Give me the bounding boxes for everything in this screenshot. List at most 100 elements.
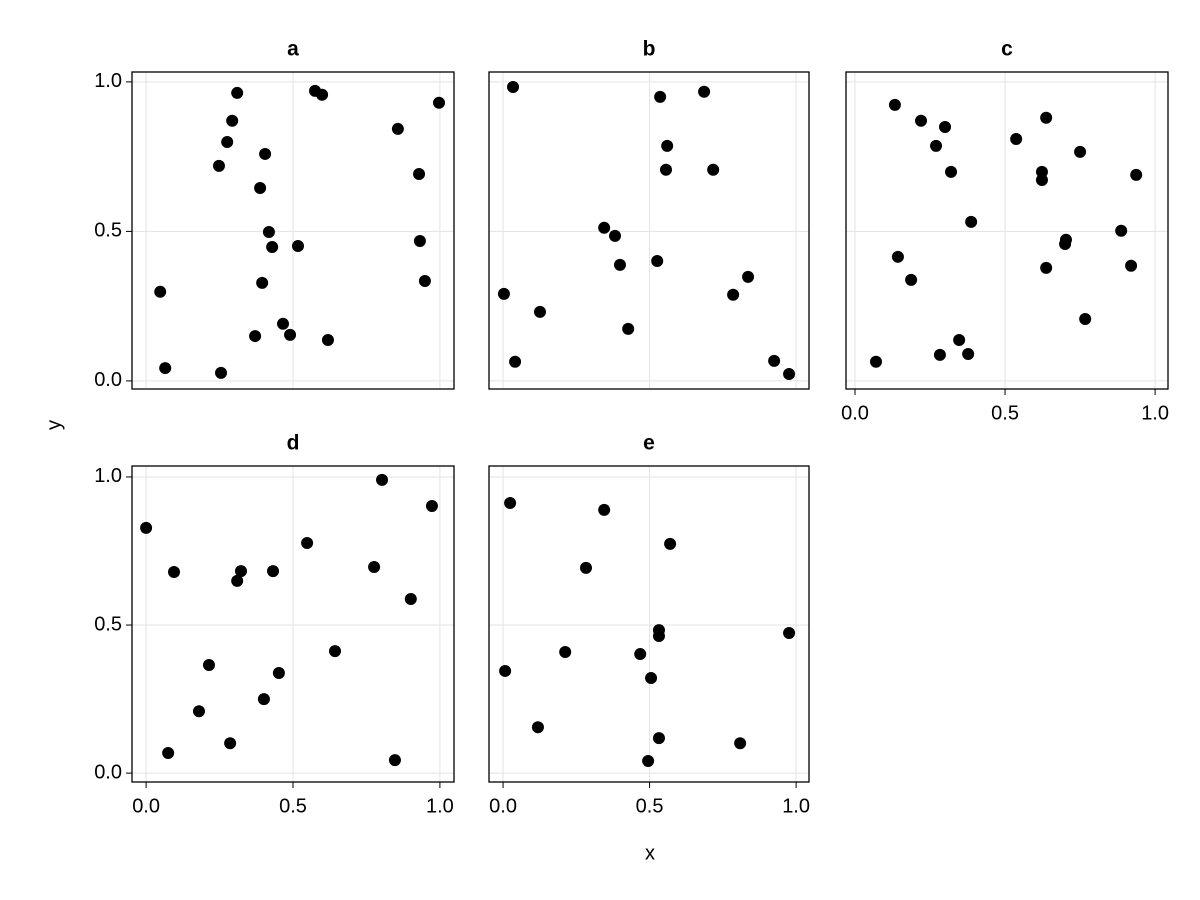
point: [1074, 145, 1087, 158]
point: [433, 96, 446, 109]
x-tick-label: 0.0: [489, 795, 517, 817]
point: [329, 645, 342, 658]
point: [154, 285, 167, 298]
point: [509, 355, 522, 368]
point: [418, 275, 431, 288]
point: [1059, 237, 1072, 250]
axis-frame: [845, 71, 1169, 390]
point: [425, 499, 438, 512]
point: [257, 693, 270, 706]
point: [613, 258, 626, 271]
point: [231, 86, 244, 99]
point: [742, 270, 755, 283]
axis-frame: [488, 465, 810, 783]
axis-frame: [488, 71, 810, 390]
point: [301, 537, 314, 550]
point: [234, 565, 247, 578]
x-axis-label: x: [645, 842, 655, 864]
point: [504, 497, 517, 510]
point: [661, 139, 674, 152]
panel: 0.0 0.5 1.0 a: [94, 38, 455, 391]
point: [266, 240, 279, 253]
point: [1079, 313, 1092, 326]
axis-frame: [131, 71, 455, 390]
point: [212, 159, 225, 172]
point: [651, 255, 664, 268]
panel: 0.0 0.5 1.0 c: [841, 38, 1169, 425]
point: [642, 754, 655, 767]
point: [231, 574, 244, 587]
point: [226, 114, 239, 127]
point: [162, 746, 175, 759]
point: [413, 234, 426, 247]
point: [254, 182, 267, 195]
point: [1040, 111, 1053, 124]
point: [734, 737, 747, 750]
x-tick-label: 1.0: [1141, 402, 1169, 424]
point: [291, 240, 304, 253]
y-tick-label: 0.0: [94, 369, 122, 391]
point: [939, 121, 952, 134]
y-tick-label: 0.5: [94, 220, 122, 242]
point: [159, 362, 172, 375]
panel-title: e: [643, 432, 655, 455]
y-tick-label: 1.0: [94, 465, 122, 487]
y-axis-label: y: [43, 420, 65, 430]
point: [368, 560, 381, 573]
point: [559, 645, 572, 658]
point: [1130, 168, 1143, 181]
point: [215, 366, 228, 379]
point: [888, 98, 901, 111]
point: [598, 503, 611, 516]
point: [1040, 261, 1053, 274]
point: [652, 732, 665, 745]
point: [404, 592, 417, 605]
x-tick-label: 0.5: [279, 795, 307, 817]
point: [915, 114, 928, 127]
point: [321, 333, 334, 346]
point: [870, 355, 883, 368]
point: [256, 276, 269, 289]
point: [267, 565, 280, 578]
point: [388, 754, 401, 767]
point: [507, 80, 520, 93]
point: [262, 225, 275, 238]
point: [965, 215, 978, 228]
point: [891, 250, 904, 263]
point: [272, 667, 285, 680]
point: [645, 672, 658, 685]
point: [376, 473, 389, 486]
point: [413, 167, 426, 180]
point: [654, 90, 667, 103]
panel-title: b: [643, 38, 656, 61]
point: [316, 88, 329, 101]
point: [930, 139, 943, 152]
point: [622, 322, 635, 335]
panel: 0.0 0.5 1.0 0.0 0.5 1.0 d: [94, 432, 455, 817]
point: [224, 737, 237, 750]
point: [727, 288, 740, 301]
axis-frame: [131, 465, 455, 783]
point: [140, 521, 153, 534]
point: [499, 664, 512, 677]
point: [1115, 224, 1128, 237]
point: [634, 648, 647, 661]
x-tick-label: 0.0: [841, 402, 869, 424]
panel-title: c: [1001, 38, 1013, 61]
point: [1010, 132, 1023, 145]
point: [192, 705, 205, 718]
point: [652, 624, 665, 637]
point: [905, 273, 918, 286]
x-tick-label: 0.5: [991, 402, 1019, 424]
point: [202, 659, 215, 672]
point: [259, 147, 272, 160]
point: [962, 348, 975, 361]
point: [953, 333, 966, 346]
y-tick-label: 1.0: [94, 70, 122, 92]
point: [284, 328, 297, 341]
panel-title: d: [287, 432, 300, 455]
point: [497, 287, 510, 300]
y-tick-label: 0.5: [94, 613, 122, 635]
point: [609, 229, 622, 242]
